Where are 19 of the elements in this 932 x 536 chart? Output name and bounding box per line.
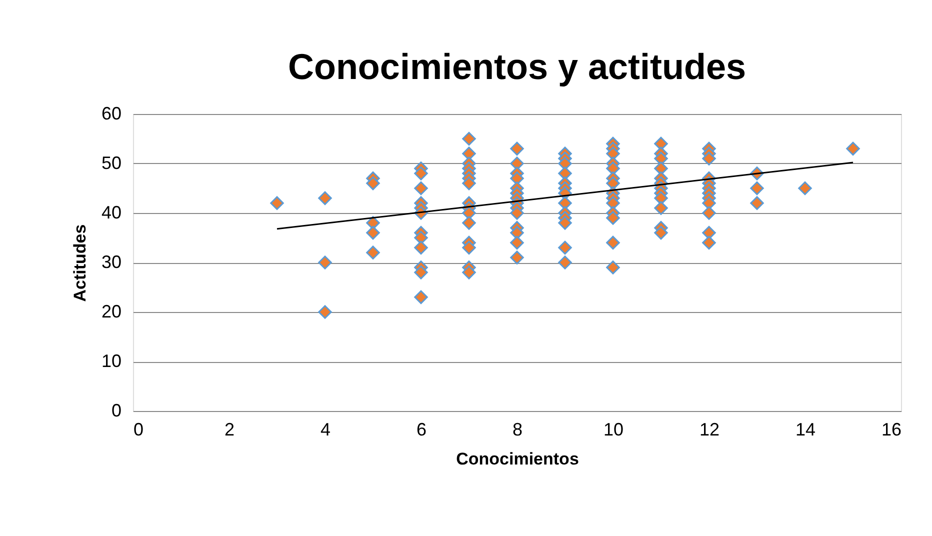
y-tick-label: 60 <box>101 104 122 124</box>
x-tick-label: 2 <box>224 420 235 440</box>
x-tick-label: 0 <box>134 420 144 440</box>
y-tick-label: 10 <box>101 351 122 371</box>
x-tick-label: 16 <box>881 420 902 440</box>
x-tick-label: 4 <box>320 420 331 440</box>
chart-title: Conocimientos y actitudes <box>288 46 746 87</box>
x-tick-label: 8 <box>512 420 523 440</box>
y-tick-label: 50 <box>101 153 122 173</box>
x-tick-label: 6 <box>416 420 427 440</box>
x-tick-label: 12 <box>699 420 720 440</box>
y-axis-title: Actitudes <box>70 224 90 302</box>
y-tick-label: 20 <box>101 302 122 322</box>
x-tick-label: 10 <box>603 420 624 440</box>
y-tick-label: 0 <box>111 400 122 420</box>
y-tick-label: 40 <box>101 202 122 222</box>
x-axis-title: Conocimientos <box>456 450 579 468</box>
y-tick-label: 30 <box>101 252 122 272</box>
x-tick-label: 14 <box>795 420 816 440</box>
